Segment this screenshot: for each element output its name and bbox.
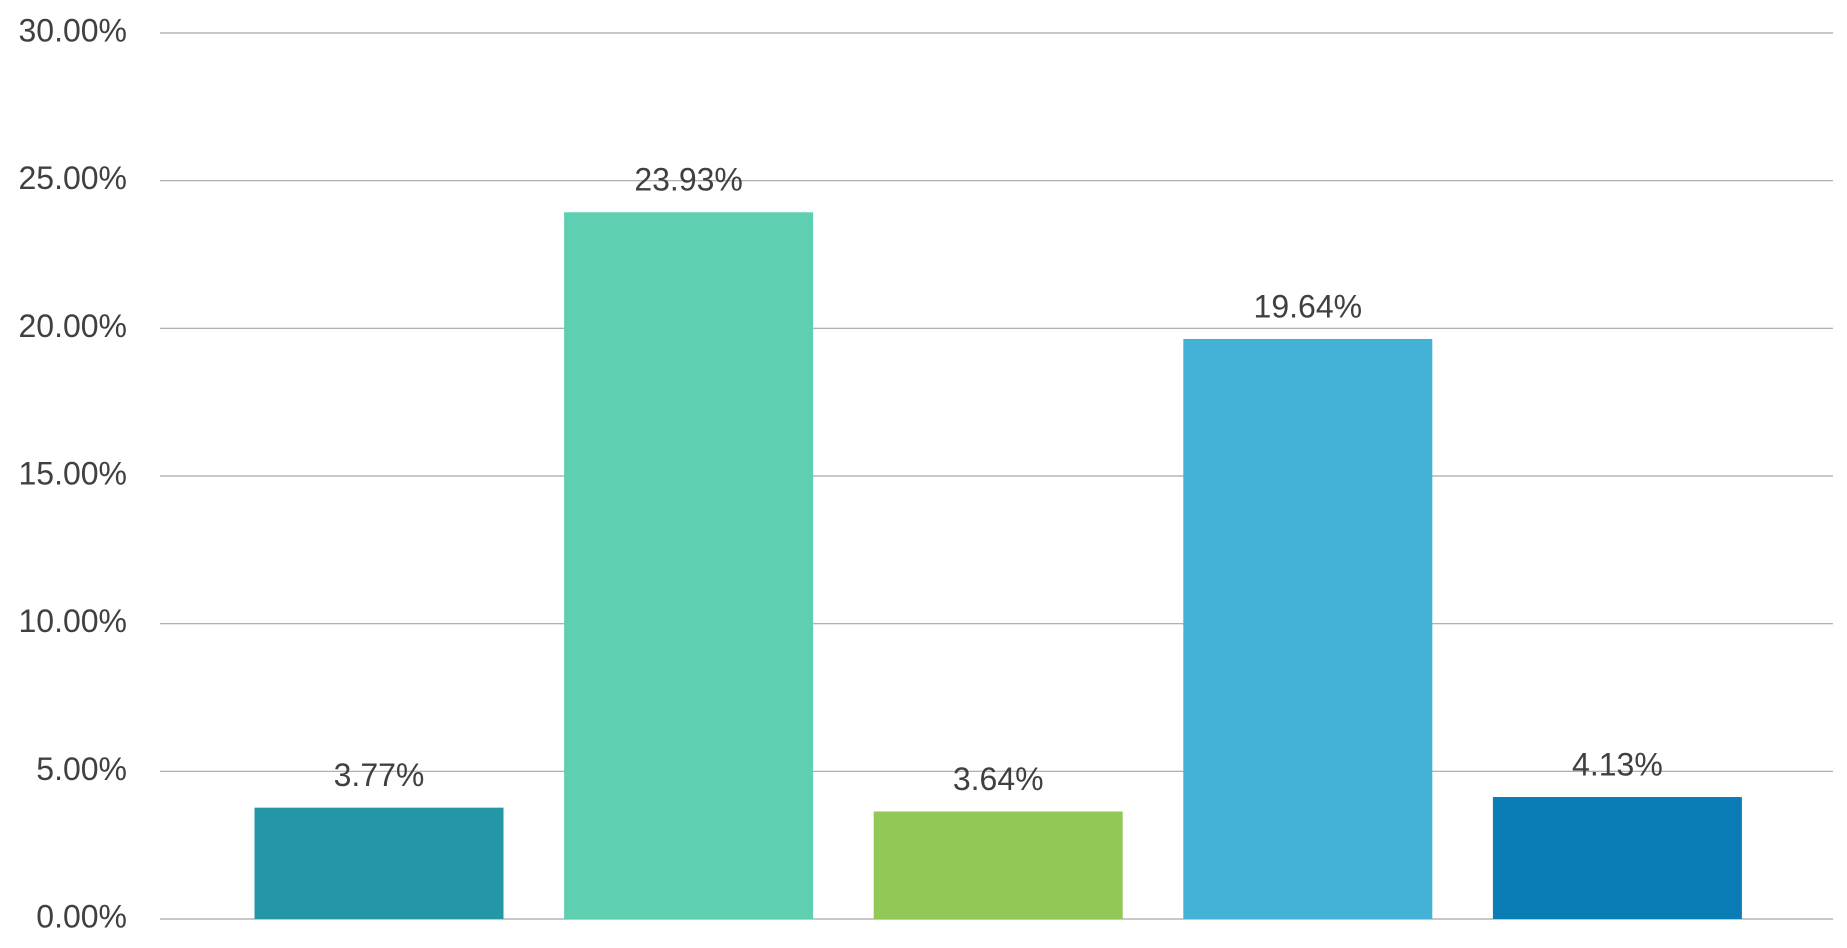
- bar: [254, 807, 504, 919]
- y-tick-label: 5.00%: [36, 751, 127, 787]
- data-label: 3.77%: [334, 757, 425, 793]
- data-label: 4.13%: [1572, 746, 1663, 782]
- data-label: 23.93%: [634, 162, 743, 198]
- y-tick-label: 10.00%: [18, 603, 127, 639]
- bar: [873, 811, 1123, 919]
- data-label: 19.64%: [1254, 288, 1363, 324]
- y-tick-label: 0.00%: [36, 898, 127, 934]
- bar: [564, 212, 814, 919]
- bar: [1183, 338, 1433, 919]
- bar: [1492, 797, 1742, 919]
- y-tick-label: 20.00%: [18, 308, 127, 344]
- y-tick-label: 30.00%: [18, 12, 127, 48]
- y-tick-label: 15.00%: [18, 455, 127, 491]
- data-label: 3.64%: [953, 761, 1044, 797]
- y-tick-label: 25.00%: [18, 160, 127, 196]
